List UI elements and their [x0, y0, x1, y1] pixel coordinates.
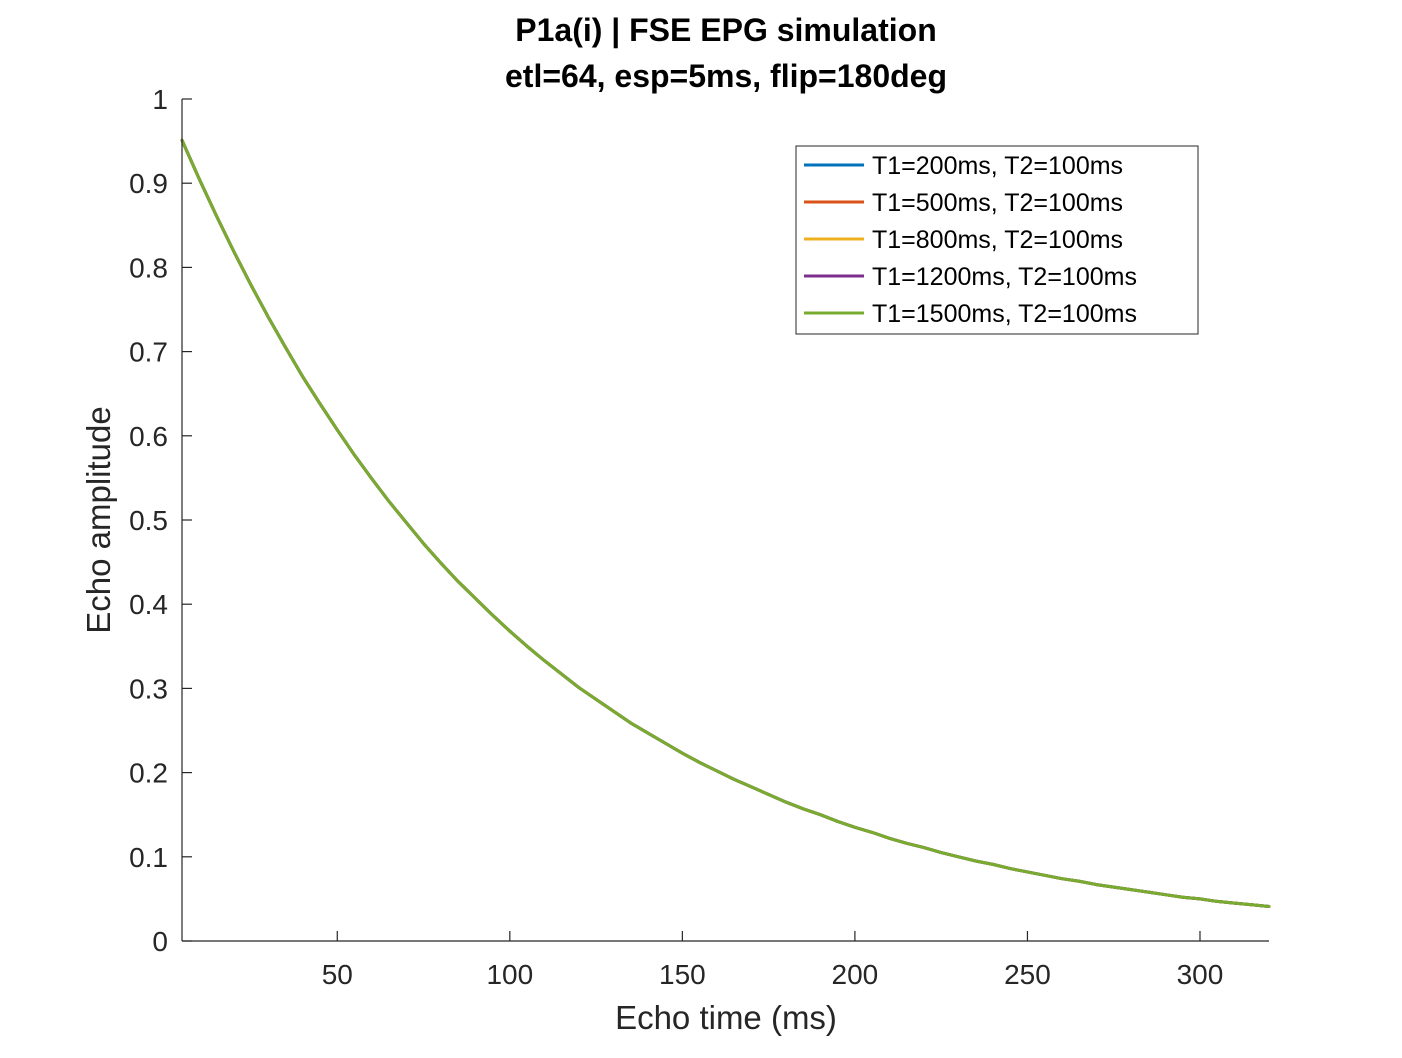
- legend-label-1: T1=500ms, T2=100ms: [872, 189, 1123, 217]
- x-tick-label: 150: [659, 959, 706, 990]
- y-tick-label: 0.4: [129, 589, 168, 620]
- y-tick-label: 0.2: [129, 758, 168, 789]
- legend-label-3: T1=1200ms, T2=100ms: [872, 263, 1137, 291]
- y-tick-label: 0.6: [129, 421, 168, 452]
- y-tick-label: 0.5: [129, 505, 168, 536]
- chart-title-line-1: P1a(i) | FSE EPG simulation: [515, 12, 936, 48]
- y-tick-label: 1: [152, 84, 168, 115]
- x-ticks: 50 100 150 200 250 300: [322, 931, 1224, 990]
- y-tick-label: 0.9: [129, 168, 168, 199]
- x-tick-label: 250: [1004, 959, 1051, 990]
- x-tick-label: 300: [1177, 959, 1224, 990]
- x-tick-label: 200: [832, 959, 879, 990]
- series-line-4: [180, 138, 1271, 908]
- x-tick-label: 100: [486, 959, 533, 990]
- y-ticks: 0 0.1 0.2 0.3 0.4 0.5 0.6 0.7 0.8 0.9 1: [129, 84, 192, 957]
- legend-label-0: T1=200ms, T2=100ms: [872, 152, 1123, 180]
- legend-label-2: T1=800ms, T2=100ms: [872, 226, 1123, 254]
- y-axis-label: Echo amplitude: [80, 406, 117, 633]
- legend-items: T1=200ms, T2=100ms T1=500ms, T2=100ms T1=8…: [804, 152, 1137, 328]
- y-tick-label: 0: [152, 926, 168, 957]
- chart-title-line-2: etl=64, esp=5ms, flip=180deg: [505, 58, 947, 94]
- y-tick-label: 0.7: [129, 337, 168, 368]
- legend-label-4: T1=1500ms, T2=100ms: [872, 300, 1137, 328]
- y-tick-label: 0.8: [129, 252, 168, 283]
- y-tick-label: 0.1: [129, 842, 168, 873]
- legend: T1=200ms, T2=100ms T1=500ms, T2=100ms T1=8…: [795, 145, 1199, 335]
- y-tick-label: 0.3: [129, 673, 168, 704]
- x-tick-label: 50: [322, 959, 353, 990]
- x-axis-label: Echo time (ms): [615, 999, 837, 1036]
- series-layer: [180, 138, 1271, 908]
